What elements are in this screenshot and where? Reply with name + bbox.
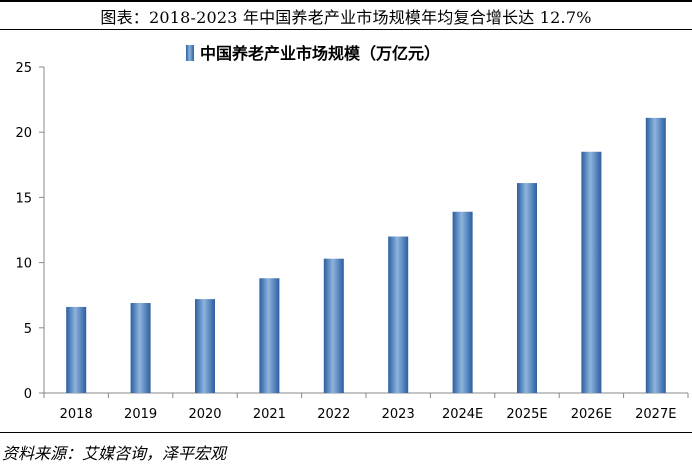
x-tick-label: 2020 <box>188 407 221 422</box>
chart-axes <box>39 66 689 398</box>
y-tick-label: 20 <box>15 126 32 141</box>
x-tick-label: 2021 <box>253 407 286 422</box>
chart-bars <box>66 117 666 393</box>
title-rule <box>0 29 692 30</box>
chart-legend: 中国养老产业市场规模（万亿元） <box>186 44 440 63</box>
x-tick-label: 2022 <box>317 407 350 422</box>
bar-2022 <box>323 258 344 393</box>
y-tick-labels: 0 5 10 15 20 25 <box>15 61 32 402</box>
bar-2020 <box>195 299 215 393</box>
top-rule <box>0 0 692 2</box>
y-tick-label: 0 <box>24 387 32 402</box>
x-tick-labels: 2018 2019 2020 2021 2022 2023 2024E 2025E 2026E 2… <box>60 407 677 422</box>
x-tick-label: 2026E <box>571 407 612 422</box>
bar-2019 <box>130 303 151 393</box>
y-tick-label: 10 <box>15 257 32 272</box>
figure-title: 图表：2018-2023 年中国养老产业市场规模年均复合增长达 12.7% <box>100 8 592 27</box>
legend-swatch <box>186 45 194 61</box>
x-tick-label: 2023 <box>382 407 415 422</box>
y-tick-label: 5 <box>24 322 32 337</box>
y-tick-label: 15 <box>15 191 32 206</box>
bar-2021 <box>259 278 280 393</box>
bar-2026E <box>581 151 602 393</box>
bar-2027E <box>645 117 666 393</box>
x-tick-label: 2024E <box>442 407 483 422</box>
x-tick-label: 2027E <box>635 407 676 422</box>
x-tick-label: 2018 <box>60 407 93 422</box>
bar-2023 <box>388 236 409 393</box>
x-tick-label: 2019 <box>124 407 157 422</box>
bar-2018 <box>66 306 87 393</box>
bar-2024E <box>452 211 473 393</box>
bottom-rule <box>0 432 692 433</box>
legend-label: 中国养老产业市场规模（万亿元） <box>200 44 440 63</box>
y-tick-label: 25 <box>15 61 32 76</box>
x-tick-label: 2025E <box>506 407 547 422</box>
bar-2025E <box>517 183 537 393</box>
source-note: 资料来源：艾媒咨询，泽平宏观 <box>2 444 227 463</box>
